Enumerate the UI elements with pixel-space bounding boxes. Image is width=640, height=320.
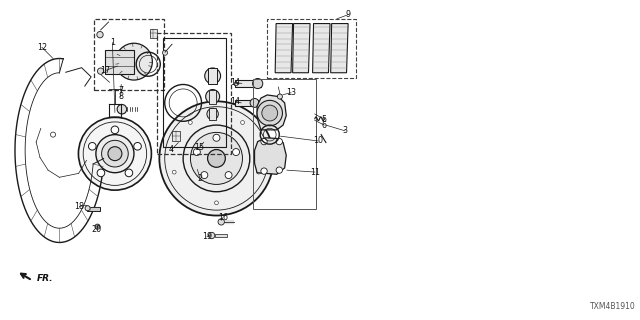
Polygon shape <box>312 24 330 73</box>
Circle shape <box>207 149 225 167</box>
Circle shape <box>207 108 218 120</box>
Text: 15: 15 <box>194 143 204 152</box>
Circle shape <box>79 117 152 190</box>
Text: 14: 14 <box>230 97 241 106</box>
Circle shape <box>191 132 243 184</box>
Circle shape <box>250 99 259 107</box>
Text: 14: 14 <box>230 78 241 87</box>
Bar <box>157 33 232 154</box>
Circle shape <box>108 147 122 161</box>
Polygon shape <box>292 24 310 73</box>
Polygon shape <box>331 24 348 73</box>
Circle shape <box>188 121 192 124</box>
Bar <box>234 82 237 85</box>
Text: 17: 17 <box>100 66 111 75</box>
Circle shape <box>276 167 282 173</box>
Bar <box>163 38 226 147</box>
Text: 13: 13 <box>286 88 296 97</box>
Circle shape <box>218 219 225 225</box>
Circle shape <box>111 126 119 134</box>
Circle shape <box>205 68 221 84</box>
Bar <box>253 79 316 209</box>
Bar <box>150 29 157 38</box>
Circle shape <box>257 170 260 174</box>
Bar <box>172 132 180 141</box>
Bar <box>215 234 227 237</box>
Circle shape <box>97 68 104 74</box>
Text: 2: 2 <box>197 174 202 183</box>
Text: 16: 16 <box>218 213 228 222</box>
Circle shape <box>159 101 273 216</box>
Bar <box>94 19 164 90</box>
Text: 19: 19 <box>202 232 212 241</box>
Circle shape <box>97 169 105 177</box>
Polygon shape <box>275 24 292 73</box>
Text: 4: 4 <box>169 145 174 154</box>
Circle shape <box>116 43 152 80</box>
Circle shape <box>213 134 220 141</box>
Circle shape <box>276 139 282 145</box>
Polygon shape <box>255 138 286 174</box>
Text: 1: 1 <box>110 38 115 47</box>
Text: 12: 12 <box>37 43 47 52</box>
Circle shape <box>85 206 90 211</box>
Circle shape <box>205 90 220 104</box>
Circle shape <box>95 224 100 229</box>
Circle shape <box>97 31 103 38</box>
Circle shape <box>51 132 56 137</box>
Bar <box>209 90 216 104</box>
Circle shape <box>96 135 134 173</box>
Circle shape <box>261 139 268 145</box>
Text: 9: 9 <box>346 10 351 19</box>
Bar <box>268 19 356 77</box>
Circle shape <box>214 201 218 205</box>
Circle shape <box>225 172 232 179</box>
Text: TXM4B1910: TXM4B1910 <box>590 302 636 311</box>
Polygon shape <box>257 95 286 130</box>
Text: 18: 18 <box>74 202 84 211</box>
Bar <box>236 100 258 106</box>
Circle shape <box>183 125 250 192</box>
Bar <box>87 207 100 211</box>
Text: 5: 5 <box>322 115 327 124</box>
Circle shape <box>257 100 282 126</box>
Circle shape <box>232 148 239 156</box>
Circle shape <box>193 148 200 156</box>
Text: 10: 10 <box>313 136 323 146</box>
Text: 3: 3 <box>342 126 348 135</box>
Text: 6: 6 <box>322 121 327 130</box>
Bar <box>209 108 216 120</box>
Text: 8: 8 <box>118 92 123 101</box>
Circle shape <box>102 140 128 167</box>
Circle shape <box>261 168 268 174</box>
Circle shape <box>262 105 278 121</box>
Circle shape <box>134 142 141 150</box>
Circle shape <box>253 78 263 89</box>
Text: 11: 11 <box>310 168 320 177</box>
Circle shape <box>117 104 127 114</box>
Text: FR.: FR. <box>37 275 53 284</box>
Circle shape <box>209 232 215 239</box>
Circle shape <box>201 172 208 179</box>
Bar <box>208 68 218 84</box>
Circle shape <box>88 142 96 150</box>
Bar <box>106 50 134 74</box>
Circle shape <box>125 169 132 177</box>
Text: 7: 7 <box>118 86 123 95</box>
Circle shape <box>277 94 282 99</box>
Bar <box>236 80 261 87</box>
Text: 20: 20 <box>92 225 102 234</box>
Circle shape <box>241 121 244 124</box>
Circle shape <box>97 225 99 227</box>
Circle shape <box>163 50 168 55</box>
Circle shape <box>172 170 176 174</box>
